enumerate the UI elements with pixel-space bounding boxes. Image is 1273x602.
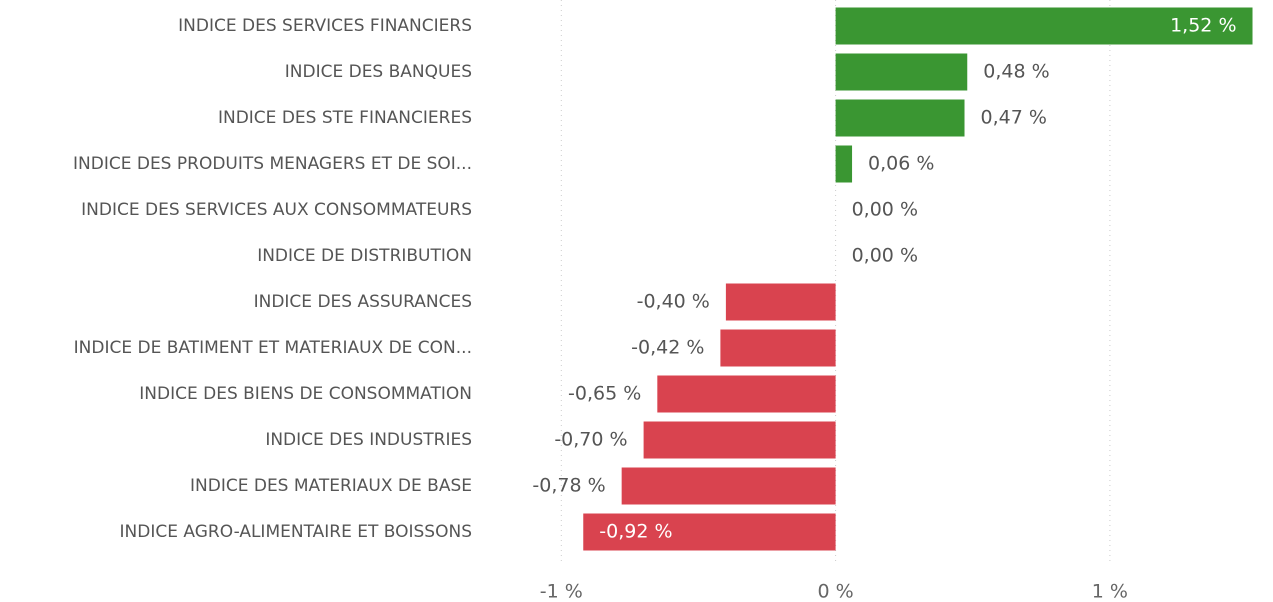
- category-label: INDICE DES STE FINANCIERES: [218, 108, 472, 128]
- bar: [643, 421, 836, 459]
- data-label: -0,92 %: [599, 521, 672, 543]
- category-label: INDICE DES SERVICES FINANCIERS: [178, 16, 472, 36]
- bar: [720, 329, 836, 367]
- bar: [583, 513, 836, 551]
- x-tick-label: 1 %: [1092, 581, 1128, 602]
- category-label: INDICE DES INDUSTRIES: [265, 430, 472, 450]
- category-label: INDICE AGRO-ALIMENTAIRE ET BOISSONS: [120, 522, 472, 542]
- category-label: INDICE DES BANQUES: [285, 62, 472, 82]
- data-label: 0,00 %: [852, 199, 918, 221]
- category-label: INDICE DES PRODUITS MENAGERS ET DE SOI..…: [73, 154, 472, 174]
- data-label: -0,78 %: [532, 475, 605, 497]
- data-label: 0,00 %: [852, 245, 918, 267]
- data-label: -0,70 %: [554, 429, 627, 451]
- data-label: -0,65 %: [568, 383, 641, 405]
- x-tick-label: 0 %: [818, 581, 854, 602]
- data-label: 0,06 %: [868, 153, 934, 175]
- data-label: 0,48 %: [983, 61, 1049, 83]
- data-label: -0,42 %: [631, 337, 704, 359]
- data-label: 1,52 %: [1170, 15, 1236, 37]
- x-tick-label: -1 %: [540, 581, 583, 602]
- category-label: INDICE DES SERVICES AUX CONSOMMATEURS: [81, 200, 472, 220]
- category-label: INDICE DES ASSURANCES: [254, 292, 472, 312]
- data-label: -0,40 %: [637, 291, 710, 313]
- category-label: INDICE DES MATERIAUX DE BASE: [190, 476, 472, 496]
- data-label: 0,47 %: [981, 107, 1047, 129]
- bar: [621, 467, 836, 505]
- bar: [835, 7, 1253, 45]
- bar: [835, 99, 965, 137]
- bar: [835, 53, 968, 91]
- bar: [835, 145, 853, 183]
- category-label: INDICE DE BATIMENT ET MATERIAUX DE CON..…: [74, 338, 472, 358]
- bar: [657, 375, 836, 413]
- category-label: INDICE DE DISTRIBUTION: [257, 246, 472, 266]
- category-label: INDICE DES BIENS DE CONSOMMATION: [139, 384, 472, 404]
- bar: [725, 283, 836, 321]
